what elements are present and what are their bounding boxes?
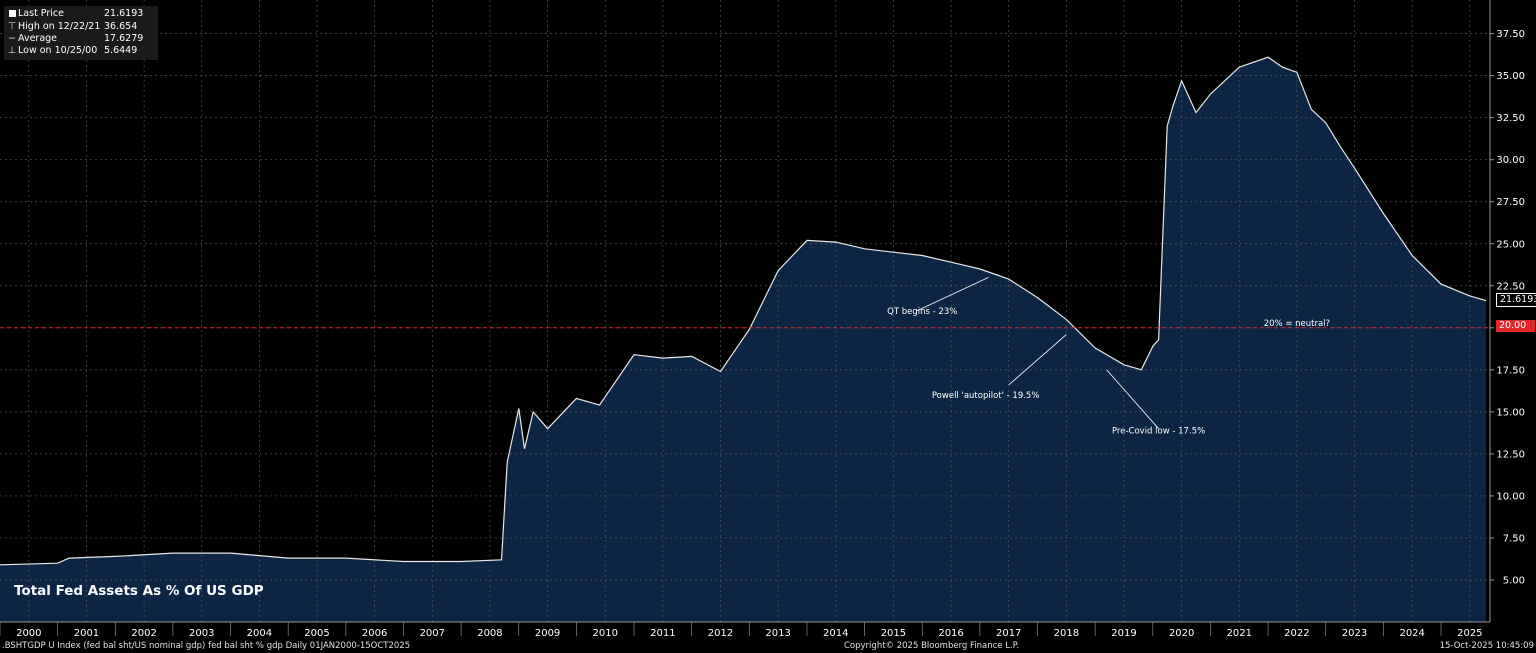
x-tick-label: 2003 [189,628,214,639]
x-tick-label: 2000 [16,628,41,639]
x-tick-label: 2007 [420,628,445,639]
legend-low: ⊥ Low on 10/25/00 5.6449 [6,45,156,57]
low-marker-icon: ⊥ [7,45,17,56]
x-tick-label: 2024 [1399,628,1424,639]
y-tick-label: 15.00 [1496,407,1525,418]
x-axis-band [0,622,1536,640]
annotation-arrow [916,277,989,312]
annotation-label: Pre-Covid low - 17.5% [1112,426,1205,436]
y-tick-label: 5.00 [1503,575,1525,586]
x-tick-label: 2001 [74,628,99,639]
x-tick-label: 2010 [592,628,617,639]
x-tick-label: 2014 [823,628,848,639]
threshold-chip: 20.00 [1496,320,1535,332]
annotation-label: 20% = neutral? [1264,319,1330,329]
y-tick-label: 37.50 [1496,29,1525,40]
legend-average-label: Average [18,33,58,44]
footer-copyright: Copyright© 2025 Bloomberg Finance L.P. [844,641,1020,651]
legend-average: − Average 17.6279 [6,33,156,45]
y-tick-label: 30.00 [1496,155,1525,166]
x-tick-label: 2020 [1169,628,1194,639]
x-tick-label: 2012 [708,628,733,639]
legend-low-value: 5.6449 [104,45,138,56]
y-tick-label: 32.50 [1496,113,1525,124]
legend-last-value: 21.6193 [104,8,144,19]
last-price-chip: 21.6193 [1496,293,1536,307]
y-tick-label: 25.00 [1496,239,1525,250]
legend-last-label: Last Price [18,8,64,19]
y-tick-label: 7.50 [1503,533,1525,544]
x-tick-label: 2005 [304,628,329,639]
y-tick-label: 12.50 [1496,449,1525,460]
footer-ticker: .BSHTGDP U Index (fed bal sht/US nominal… [2,641,411,651]
legend-last: Last Price 21.6193 [6,8,156,21]
x-tick-label: 2019 [1111,628,1136,639]
x-tick-label: 2016 [938,628,963,639]
x-tick-label: 2023 [1342,628,1367,639]
annotation-arrow [1106,369,1159,429]
y-tick-label: 17.50 [1496,365,1525,376]
last-price-icon [6,8,18,21]
series-line [0,56,1487,566]
legend-high-value: 36.654 [104,21,138,32]
x-tick-label: 2021 [1227,628,1252,639]
average-marker-icon: − [8,33,16,44]
x-tick-label: 2008 [477,628,502,639]
x-tick-label: 2013 [765,628,790,639]
y-tick-label: 27.50 [1496,197,1525,208]
y-tick-label: 22.50 [1496,281,1525,292]
x-tick-label: 2009 [535,628,560,639]
x-tick-label: 2015 [881,628,906,639]
legend-high: ⊤ High on 12/22/21 36.654 [6,21,156,33]
x-tick-label: 2002 [131,628,156,639]
x-tick-label: 2018 [1054,628,1079,639]
footer-timestamp: 15-Oct-2025 10:45:09 [1439,641,1534,651]
legend-box: Last Price 21.6193 ⊤ High on 12/22/21 36… [4,6,158,60]
y-tick-label: 10.00 [1496,491,1525,502]
high-marker-icon: ⊤ [7,21,17,32]
annotation-label: QT begins - 23% [887,307,957,317]
legend-high-label: High on 12/22/21 [18,21,101,32]
chart-title: Total Fed Assets As % Of US GDP [14,583,264,599]
x-tick-label: 2004 [247,628,272,639]
annotation-arrow [1008,334,1067,386]
annotation-label: Powell 'autopilot' - 19.5% [932,391,1040,401]
x-tick-label: 2017 [996,628,1021,639]
x-tick-label: 2006 [362,628,387,639]
x-tick-label: 2022 [1284,628,1309,639]
legend-low-label: Low on 10/25/00 [18,45,98,56]
x-tick-label: 2011 [650,628,675,639]
legend-average-value: 17.6279 [104,33,144,44]
x-tick-label: 2025 [1457,628,1482,639]
y-tick-label: 35.00 [1496,71,1525,82]
